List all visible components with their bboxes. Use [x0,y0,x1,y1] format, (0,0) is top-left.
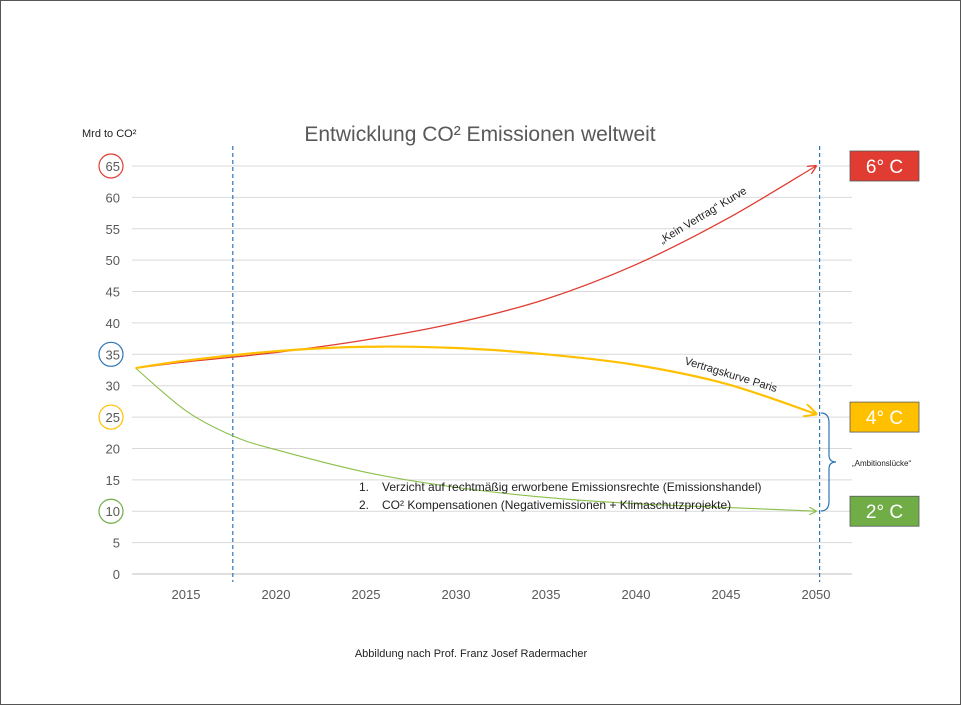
x-tick-label: 2045 [712,587,741,602]
y-tick-label: 60 [106,190,120,205]
legend-item-2: CO² Kompensationen (Negativemissionen + … [382,498,731,512]
y-tick-circle [98,498,124,524]
x-tick-label: 2040 [622,587,651,602]
y-axis-ticks: 0 5 10 15 20 25 30 35 40 45 50 55 60 65 [98,153,124,582]
x-tick-label: 2030 [442,587,471,602]
series-label-kein-vertrag: „Kein Vertrag“ Kurve [657,185,749,247]
series-line-0 [135,166,816,369]
series-label-paris: Vertragskurve Paris [683,355,779,395]
x-axis-ticks: 2015 2020 2025 2030 2035 2040 2045 2050 [172,587,831,602]
y-tick-label: 30 [106,379,120,394]
y-tick-label: 65 [106,159,120,174]
vertical-markers [232,146,821,582]
temperature-box-0 [849,150,920,182]
y-tick-label: 20 [106,441,120,456]
series-line-2 [135,367,816,511]
x-tick-label: 2035 [532,587,561,602]
source-credit: Abbildung nach Prof. Franz Josef Raderma… [355,648,588,660]
y-tick-label: 0 [113,567,120,582]
y-tick-circle [98,153,124,179]
y-axis-label: Mrd to CO² [82,128,137,140]
y-tick-label: 15 [106,473,120,488]
y-tick-label: 40 [106,316,120,331]
temperature-label-2: 2° C [866,502,903,523]
temperature-box-1 [849,401,920,433]
y-tick-label: 45 [106,285,120,300]
x-tick-label: 2015 [172,587,201,602]
x-tick-label: 2025 [352,587,381,602]
y-tick-circle [98,341,124,367]
gridlines [132,165,852,575]
y-tick-circle [98,404,124,430]
x-tick-label: 2020 [262,587,291,602]
y-tick-label: 5 [113,536,120,551]
y-tick-label: 35 [106,347,120,362]
series-line-1 [135,345,816,414]
y-tick-label: 50 [106,253,120,268]
x-tick-label: 2050 [802,587,831,602]
temperature-boxes: 6° C 4° C 2° C [849,150,920,527]
y-tick-label: 25 [106,410,120,425]
chart-title: Entwicklung CO² Emissionen weltweit [304,123,655,146]
legend-item-1: Verzicht auf rechtmäßig erworbene Emissi… [382,480,762,494]
ambition-gap-label: „Ambitionslücke“ [852,459,911,468]
legend-number-1: 1. [359,480,369,494]
y-tick-label: 55 [106,222,120,237]
ambition-gap-brace [820,412,837,512]
legend-list: 1. Verzicht auf rechtmäßig erworbene Emi… [359,480,762,512]
temperature-label-0: 6° C [866,157,903,178]
series-lines [135,166,816,511]
temperature-box-2 [849,495,920,527]
legend-number-2: 2. [359,498,369,512]
temperature-label-1: 4° C [866,408,903,429]
y-tick-label: 10 [106,504,120,519]
